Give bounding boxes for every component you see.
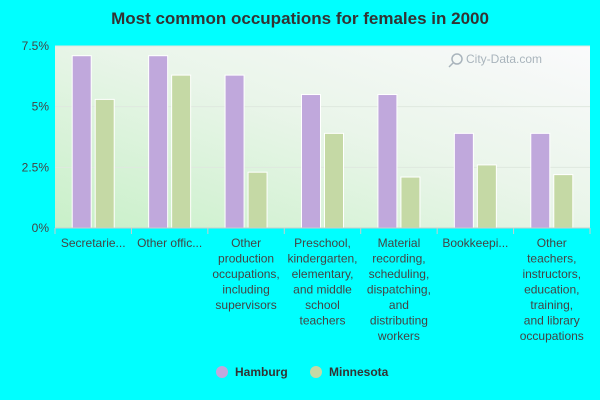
bar-minnesota-0	[94, 98, 115, 229]
chart-title: Most common occupations for females in 2…	[111, 9, 489, 28]
x-category-line: elementary,	[292, 267, 354, 281]
gridlines	[55, 45, 590, 168]
legend-label-hamburg: Hamburg	[235, 365, 288, 379]
x-category-line: supervisors	[215, 298, 276, 312]
x-category-line: teachers	[299, 314, 345, 328]
x-category-label: Material recording, scheduling, dispatching…	[367, 236, 431, 343]
x-category-line: dispatching,	[367, 283, 431, 297]
y-tick-label: 7.5%	[22, 39, 50, 53]
x-category-line: occupations,	[212, 267, 279, 281]
watermark: City-Data.com	[448, 52, 542, 68]
x-category-line: occupations	[520, 329, 584, 343]
x-axis: Secretarie... Other offic... Other producti…	[54, 227, 591, 343]
bar-hamburg-2	[224, 74, 245, 229]
magnifier-icon	[451, 53, 463, 65]
x-category-line: education,	[524, 283, 579, 297]
plot-background	[55, 46, 590, 228]
x-category-line: recording,	[372, 252, 425, 266]
x-category-label: Preschool, kindergarten, elementary, and mi…	[287, 236, 357, 328]
x-category-label: Secretarie...	[61, 236, 126, 250]
x-category-label: Other teachers, instructors, education, trai…	[520, 236, 584, 343]
x-category-line: training,	[530, 298, 573, 312]
bar-minnesota-6	[553, 174, 574, 229]
magnifier-handle	[448, 62, 454, 68]
bar-hamburg-4	[377, 94, 398, 229]
x-category-line: school	[305, 298, 340, 312]
y-tick-label: 5%	[32, 100, 50, 114]
bar-minnesota-4	[400, 176, 421, 229]
x-category-line: kindergarten,	[287, 252, 357, 266]
x-category-label: Other production occupations, including supe…	[212, 236, 279, 312]
x-category-line: Preschool,	[294, 236, 351, 250]
x-category-label: Other offic...	[137, 236, 202, 250]
watermark-text: City-Data.com	[466, 52, 542, 66]
x-category-line: distributing	[370, 314, 428, 328]
bars	[71, 55, 574, 229]
x-category-line: Other	[231, 236, 261, 250]
bar-minnesota-1	[171, 74, 192, 229]
x-category-line: Other	[537, 236, 567, 250]
legend: Hamburg Minnesota	[216, 365, 389, 379]
y-tick-label: 0%	[32, 221, 50, 235]
x-category-line: instructors,	[522, 267, 581, 281]
x-category-line: Bookkeepi...	[442, 236, 508, 250]
x-category-line: Secretarie...	[61, 236, 126, 250]
x-category-line: teachers,	[527, 252, 576, 266]
bar-hamburg-1	[148, 55, 169, 229]
bar-hamburg-0	[71, 55, 92, 229]
bar-minnesota-2	[247, 171, 268, 229]
bar-hamburg-6	[530, 132, 551, 229]
legend-swatch-hamburg	[216, 366, 228, 378]
legend-swatch-minnesota	[310, 366, 322, 378]
x-category-line: Other offic...	[137, 236, 202, 250]
x-category-line: scheduling,	[369, 267, 430, 281]
y-tick-label: 2.5%	[22, 160, 50, 174]
legend-label-minnesota: Minnesota	[329, 365, 389, 379]
bar-hamburg-5	[453, 132, 474, 229]
y-axis-ticks: 0% 2.5% 5% 7.5%	[22, 39, 50, 235]
x-category-line: workers	[377, 329, 420, 343]
bar-minnesota-3	[324, 132, 344, 229]
x-category-line: and	[389, 298, 409, 312]
bar-minnesota-5	[476, 164, 497, 229]
x-category-line: including	[222, 283, 269, 297]
x-category-line: and library	[524, 314, 580, 328]
x-category-label: Bookkeepi...	[442, 236, 508, 250]
x-category-line: Material	[378, 236, 421, 250]
x-category-line: production	[218, 252, 274, 266]
x-category-line: and middle	[293, 283, 352, 297]
bar-hamburg-3	[301, 94, 321, 229]
